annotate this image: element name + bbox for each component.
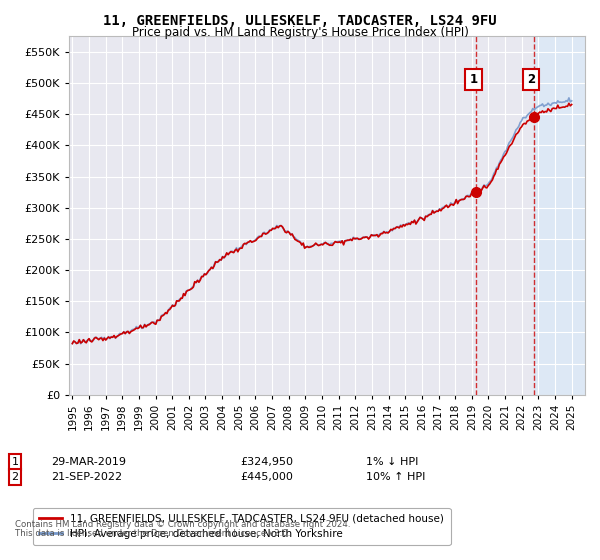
Text: 1% ↓ HPI: 1% ↓ HPI	[366, 457, 418, 467]
Text: 2: 2	[11, 472, 19, 482]
Legend: 11, GREENFIELDS, ULLESKELF, TADCASTER, LS24 9FU (detached house), HPI: Average p: 11, GREENFIELDS, ULLESKELF, TADCASTER, L…	[33, 507, 451, 545]
Text: 2: 2	[527, 73, 535, 86]
Text: 11, GREENFIELDS, ULLESKELF, TADCASTER, LS24 9FU: 11, GREENFIELDS, ULLESKELF, TADCASTER, L…	[103, 14, 497, 28]
Text: Contains HM Land Registry data © Crown copyright and database right 2024.: Contains HM Land Registry data © Crown c…	[15, 520, 350, 529]
Text: £324,950: £324,950	[240, 457, 293, 467]
Text: 10% ↑ HPI: 10% ↑ HPI	[366, 472, 425, 482]
Text: This data is licensed under the Open Government Licence v3.0.: This data is licensed under the Open Gov…	[15, 529, 290, 538]
Text: 29-MAR-2019: 29-MAR-2019	[51, 457, 126, 467]
Text: £445,000: £445,000	[240, 472, 293, 482]
Bar	[534, 36, 585, 395]
Text: 21-SEP-2022: 21-SEP-2022	[51, 472, 122, 482]
Text: 1: 1	[469, 73, 478, 86]
Text: Price paid vs. HM Land Registry's House Price Index (HPI): Price paid vs. HM Land Registry's House …	[131, 26, 469, 39]
Text: 1: 1	[11, 457, 19, 467]
